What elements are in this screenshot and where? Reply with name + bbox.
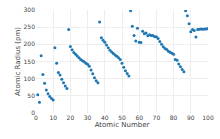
svg-text:250: 250 — [24, 23, 36, 30]
svg-text:0: 0 — [31, 109, 35, 116]
svg-text:20: 20 — [67, 114, 75, 121]
svg-text:Atomic Radius (pm): Atomic Radius (pm) — [14, 27, 22, 96]
svg-text:200: 200 — [24, 40, 36, 47]
svg-text:0: 0 — [34, 114, 38, 121]
svg-text:300: 300 — [24, 6, 36, 13]
svg-text:40: 40 — [101, 114, 109, 121]
svg-text:60: 60 — [135, 114, 143, 121]
svg-text:80: 80 — [170, 114, 178, 121]
svg-text:Atomic Number: Atomic Number — [95, 121, 150, 129]
svg-text:100: 100 — [24, 75, 36, 82]
svg-text:100: 100 — [202, 114, 214, 121]
svg-text:150: 150 — [24, 58, 36, 65]
svg-text:70: 70 — [153, 114, 161, 121]
svg-text:50: 50 — [118, 114, 126, 121]
svg-text:30: 30 — [84, 114, 92, 121]
svg-text:10: 10 — [49, 114, 57, 121]
svg-text:50: 50 — [27, 92, 35, 99]
svg-text:90: 90 — [187, 114, 195, 121]
